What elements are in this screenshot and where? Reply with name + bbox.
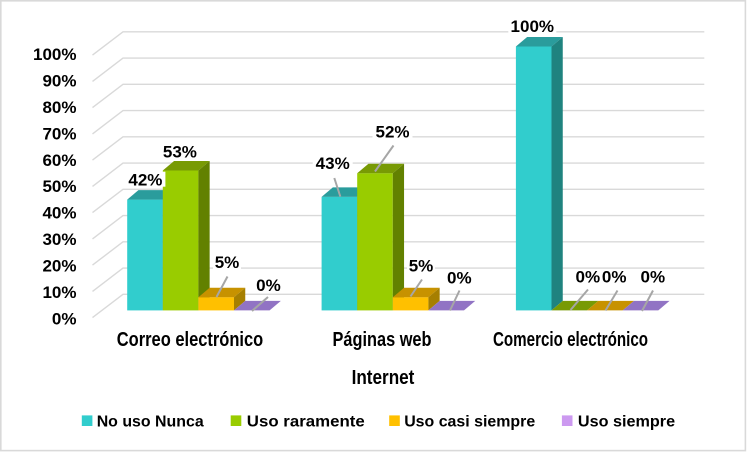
svg-text:52%: 52% [375,123,409,142]
svg-text:30%: 30% [42,230,76,249]
svg-text:60%: 60% [42,151,76,170]
svg-text:No uso Nunca: No uso Nunca [97,414,204,431]
svg-text:Correo electrónico: Correo electrónico [117,328,264,351]
svg-text:0%: 0% [576,268,601,287]
svg-text:0%: 0% [256,276,281,295]
svg-text:100%: 100% [33,45,76,64]
svg-text:Páginas web: Páginas web [333,328,432,351]
svg-text:0%: 0% [602,268,627,287]
svg-text:5%: 5% [409,256,434,275]
svg-text:10%: 10% [42,283,76,302]
svg-text:40%: 40% [42,204,76,223]
svg-text:100%: 100% [511,17,554,36]
svg-text:80%: 80% [42,98,76,117]
svg-text:0%: 0% [447,268,472,287]
svg-text:43%: 43% [316,154,350,173]
svg-text:20%: 20% [42,257,76,276]
svg-text:53%: 53% [163,142,197,161]
svg-text:50%: 50% [42,177,76,196]
svg-text:70%: 70% [42,124,76,143]
svg-text:Internet: Internet [352,366,415,389]
svg-text:Uso raramente: Uso raramente [247,414,365,431]
svg-text:5%: 5% [215,253,240,272]
svg-text:0%: 0% [641,268,666,287]
svg-text:Uso casi siempre: Uso casi siempre [404,414,535,431]
svg-text:90%: 90% [42,72,76,91]
svg-text:0%: 0% [52,309,77,328]
svg-text:42%: 42% [128,170,162,189]
svg-text:Uso siempre: Uso siempre [578,414,675,431]
svg-text:Comercio electrónico: Comercio electrónico [493,328,648,351]
